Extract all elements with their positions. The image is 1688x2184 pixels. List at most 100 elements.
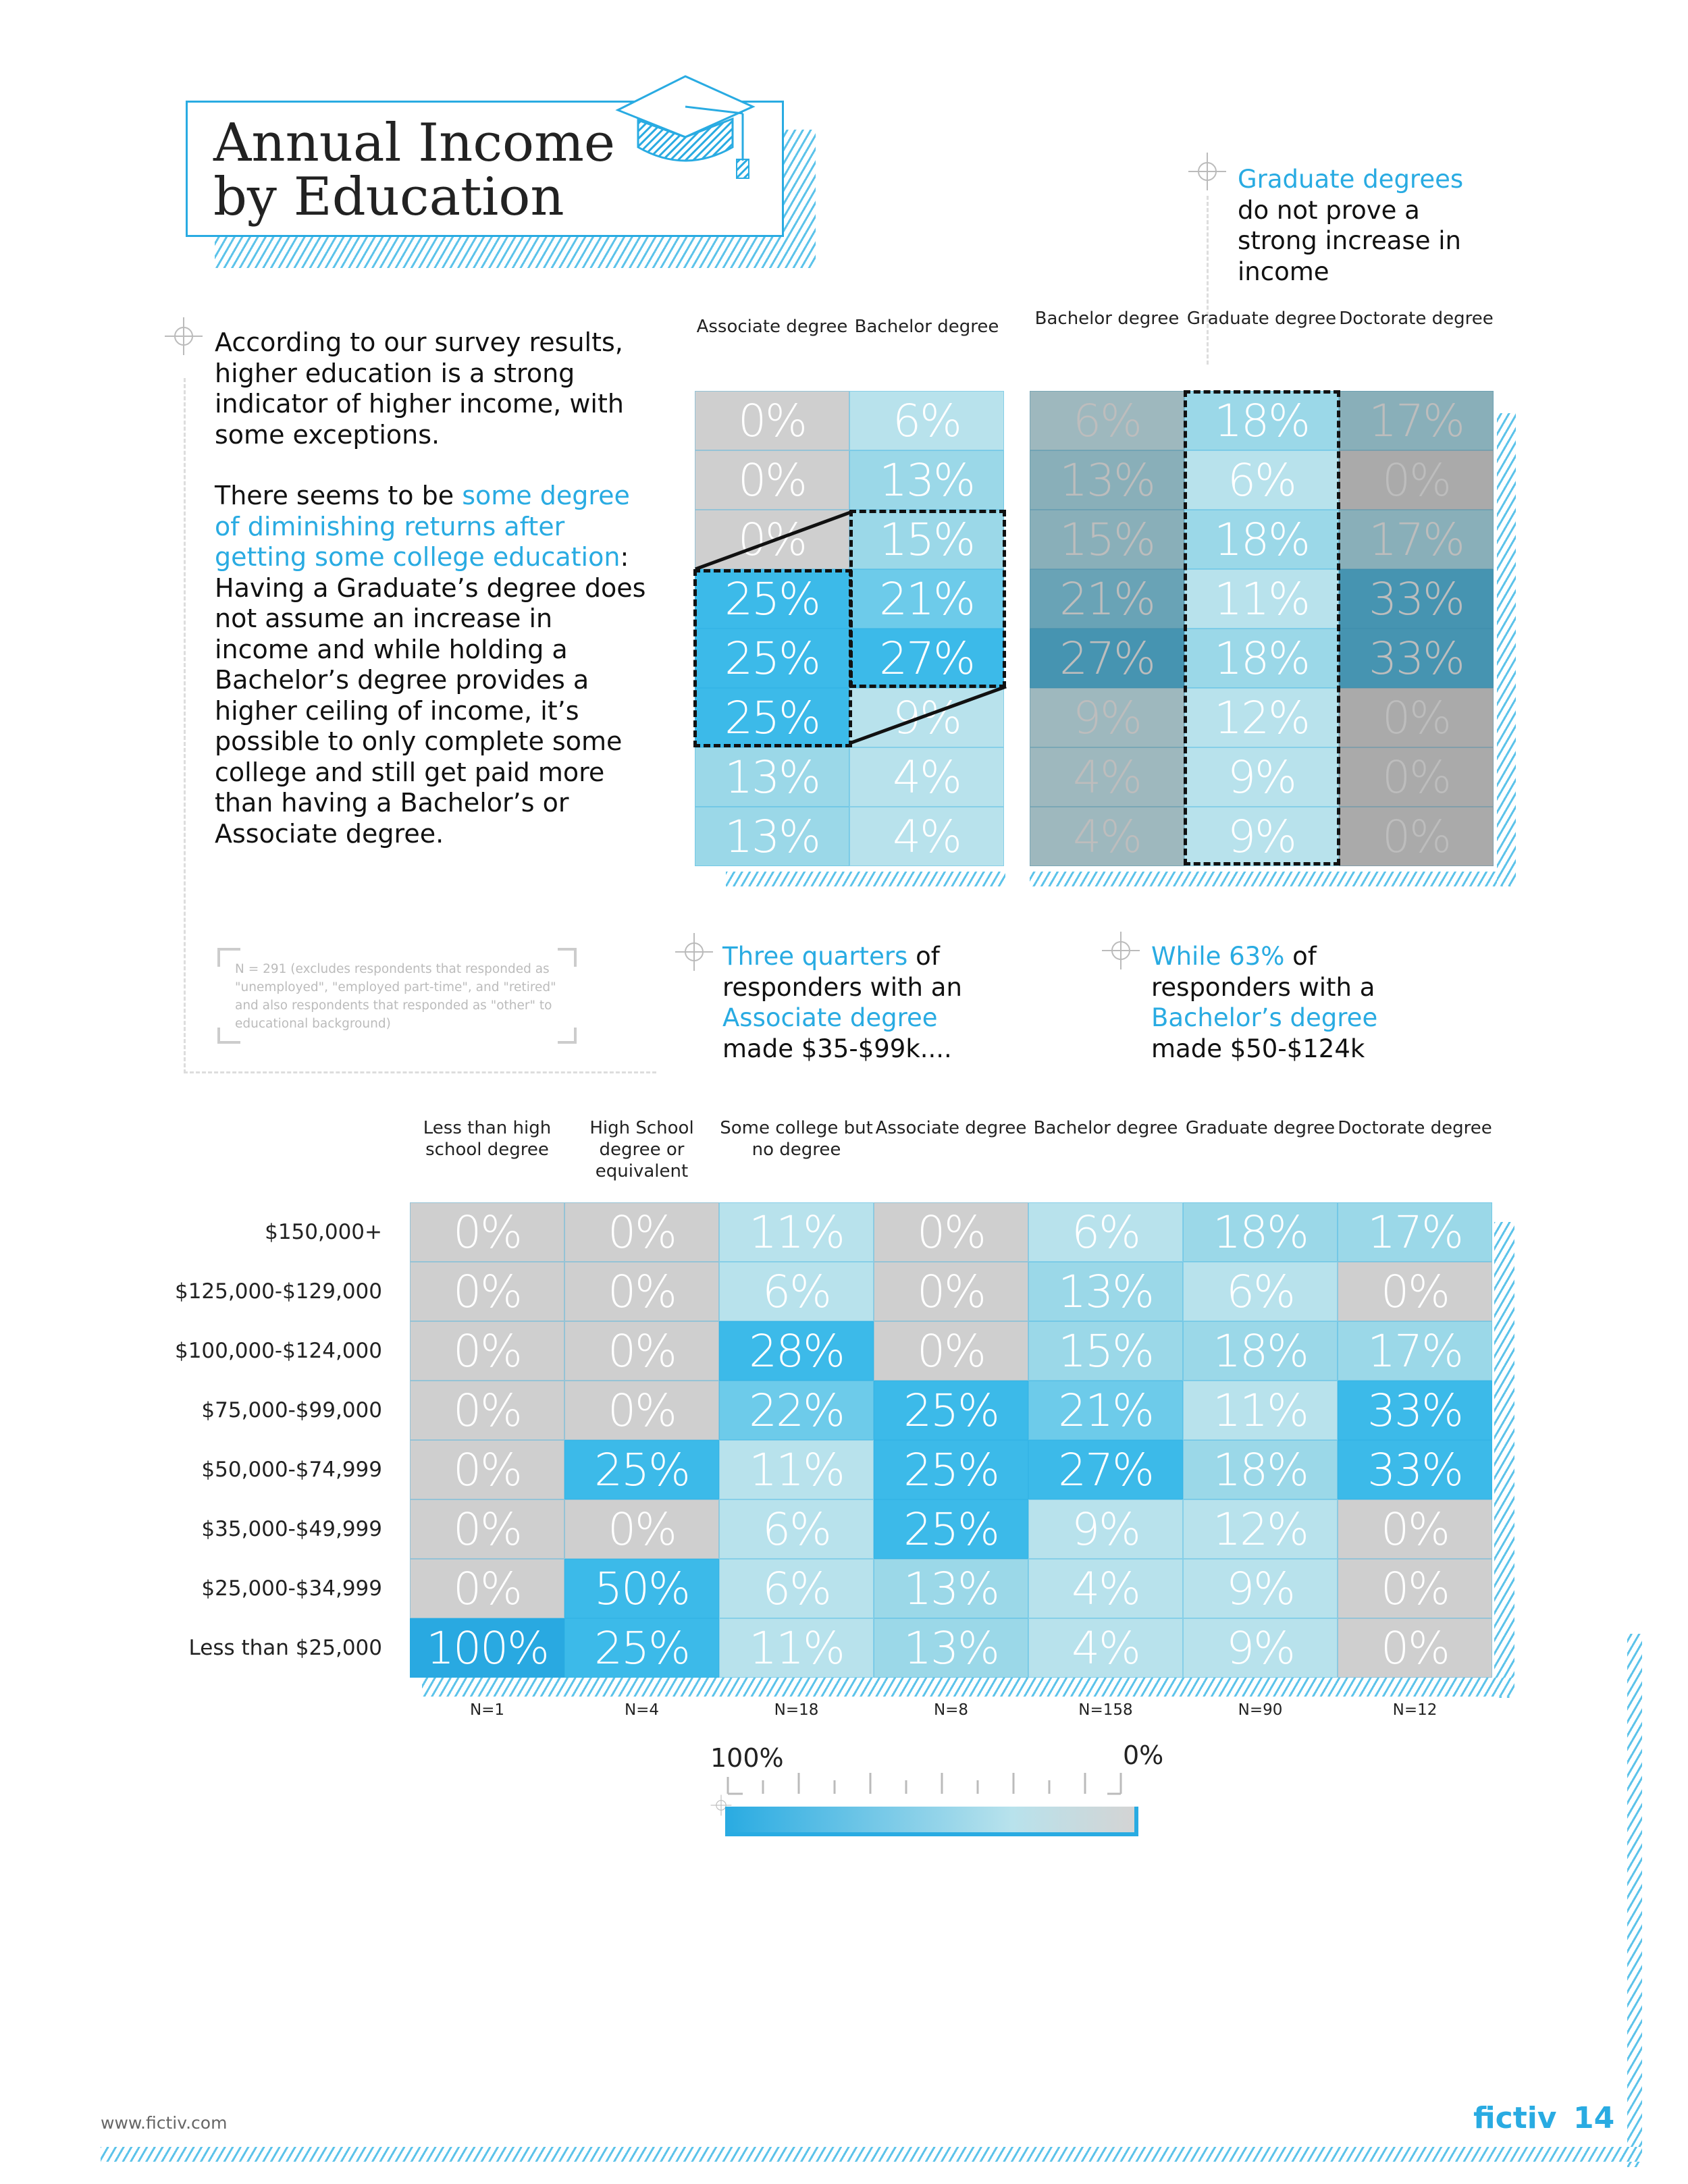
- mini-heatmap-cell: 0%: [695, 391, 849, 450]
- footnote-box: N = 291 (excludes respondents that respo…: [217, 948, 577, 1044]
- mini-column-header: Bachelor degree: [854, 317, 999, 337]
- heatmap-cell: 0%: [1338, 1262, 1492, 1321]
- mini-heatmap-cell: 33%: [1339, 629, 1494, 688]
- callout-associate: Three quarters of responders with an Ass…: [722, 941, 1006, 1064]
- mini-heatmap-cell: 0%: [1339, 747, 1494, 807]
- mini-heatmap-cell: 25%: [695, 629, 849, 688]
- mini-right-hatch: [1030, 872, 1516, 886]
- mini-heatmap-cell: 0%: [695, 450, 849, 510]
- callout-associate-t2: made $35-$99k....: [722, 1034, 952, 1063]
- heatmap-cell: 9%: [1028, 1499, 1183, 1559]
- heatmap-cell: 25%: [874, 1381, 1028, 1440]
- mini-heatmap-cell: 4%: [1030, 747, 1184, 807]
- callout-associate-t1: of responders with an: [722, 942, 962, 1002]
- mini-heatmap-cell: 17%: [1339, 510, 1494, 569]
- heatmap-cell: 0%: [564, 1262, 719, 1321]
- heatmap-hatch-bottom: [422, 1678, 1514, 1697]
- mini-heatmap-cell: 13%: [849, 450, 1004, 510]
- heatmap-cell: 0%: [564, 1499, 719, 1559]
- heatmap-cell: 33%: [1338, 1440, 1492, 1499]
- legend-min-label: 0%: [1123, 1740, 1164, 1770]
- mini-heatmap-cell: 9%: [1184, 807, 1339, 866]
- mini-heatmap-cell: 27%: [1030, 629, 1184, 688]
- connector-lines-bottom: [851, 685, 1007, 745]
- callout-associate-h1: Three quarters: [722, 942, 908, 971]
- heatmap-cell: 0%: [410, 1202, 564, 1262]
- heatmap-cell: 0%: [1338, 1559, 1492, 1618]
- intro-text: According to our survey results, higher …: [215, 327, 647, 880]
- mini-heatmap-cell: 18%: [1184, 629, 1339, 688]
- mini-heatmap-cell: 4%: [849, 807, 1004, 866]
- callout-bachelor-h1: While 63%: [1151, 942, 1285, 971]
- heatmap-cell: 0%: [564, 1381, 719, 1440]
- heatmap-cell: 6%: [719, 1262, 874, 1321]
- heatmap-cell: 17%: [1338, 1202, 1492, 1262]
- mini-heatmap-cell: 11%: [1184, 569, 1339, 629]
- callout-graduate-highlight: Graduate degrees: [1238, 165, 1464, 194]
- heatmap-cell: 9%: [1183, 1618, 1338, 1678]
- highlight-bachelor-box: [849, 510, 1006, 688]
- callout-associate-h2: Associate degree: [722, 1003, 938, 1032]
- row-label: Less than $25,000: [188, 1636, 382, 1660]
- heatmap-cell: 13%: [874, 1559, 1028, 1618]
- mini-heatmap-cell: 0%: [1339, 807, 1494, 866]
- heatmap-cell: 25%: [874, 1440, 1028, 1499]
- heatmap-cell: 22%: [719, 1381, 874, 1440]
- dashed-guide: [1207, 196, 1209, 365]
- column-header: Bachelor degree: [1033, 1118, 1178, 1138]
- n-label: N=18: [774, 1701, 819, 1719]
- heatmap-cell: 0%: [410, 1321, 564, 1381]
- crosshair-icon: [675, 933, 713, 971]
- heatmap-cell: 0%: [1338, 1499, 1492, 1559]
- heatmap-cell: 0%: [564, 1321, 719, 1381]
- heatmap-cell: 0%: [564, 1202, 719, 1262]
- n-label: N=12: [1392, 1701, 1438, 1719]
- mini-column-header: Bachelor degree: [1034, 309, 1180, 329]
- intro-paragraph-1: According to our survey results, higher …: [215, 327, 624, 450]
- mini-heatmap-cell: 0%: [1339, 450, 1494, 510]
- heatmap-cell: 11%: [719, 1440, 874, 1499]
- heatmap-cell: 0%: [410, 1440, 564, 1499]
- page-frame-hatch: [1627, 1634, 1642, 2167]
- mini-heatmap-cell: 6%: [1030, 391, 1184, 450]
- heatmap-cell: 0%: [1338, 1618, 1492, 1678]
- footer-url[interactable]: www.fictiv.com: [101, 2113, 228, 2133]
- heatmap-cell: 13%: [874, 1618, 1028, 1678]
- mini-right-hatch-side: [1497, 413, 1516, 886]
- heatmap-cell: 11%: [719, 1618, 874, 1678]
- callout-bachelor-h2: Bachelor’s degree: [1151, 1003, 1378, 1032]
- mini-heatmap-cell: 21%: [1030, 569, 1184, 629]
- mini-heatmap-cell: 12%: [1184, 688, 1339, 747]
- heatmap-cell: 11%: [719, 1202, 874, 1262]
- mini-heatmap-cell: 18%: [1184, 391, 1339, 450]
- mini-heatmap-cell: 13%: [695, 747, 849, 807]
- heatmap-cell: 27%: [1028, 1440, 1183, 1499]
- heatmap-cell: 6%: [1028, 1202, 1183, 1262]
- heatmap-cell: 21%: [1028, 1381, 1183, 1440]
- intro-highlight: some degree of diminishing returns after…: [215, 481, 630, 572]
- highlight-graduate-box: [1184, 390, 1340, 865]
- heatmap-cell: 0%: [410, 1559, 564, 1618]
- heatmap-cell: 0%: [874, 1202, 1028, 1262]
- crosshair-icon: [1188, 153, 1226, 190]
- page-title-line1: Annual Income: [213, 113, 616, 174]
- connector-lines: [695, 510, 853, 571]
- mini-heatmap-cell: 18%: [1184, 510, 1339, 569]
- row-label: $25,000-$34,999: [201, 1576, 382, 1601]
- mini-column-header: Associate degree: [696, 317, 848, 337]
- crosshair-icon: [1102, 932, 1140, 969]
- mini-heatmap-cell: 25%: [695, 569, 849, 629]
- n-label: N=1: [469, 1701, 505, 1719]
- heatmap-cell: 13%: [1028, 1262, 1183, 1321]
- heatmap-cell: 0%: [874, 1262, 1028, 1321]
- legend-ticks: [727, 1773, 1122, 1795]
- callout-bachelor-t2: made $50-$124k: [1151, 1034, 1365, 1063]
- heatmap-cell: 6%: [1183, 1262, 1338, 1321]
- column-header: Graduate degree: [1185, 1118, 1336, 1138]
- crosshair-icon: [165, 317, 203, 355]
- intro-paragraph-2: There seems to be some degree of diminis…: [215, 481, 647, 849]
- legend-gradient-bar: [725, 1807, 1138, 1836]
- callout-bachelor-t1: of responders with a: [1151, 942, 1375, 1002]
- column-header: High School degree or equivalent: [589, 1118, 694, 1181]
- row-label: $75,000-$99,000: [201, 1398, 382, 1422]
